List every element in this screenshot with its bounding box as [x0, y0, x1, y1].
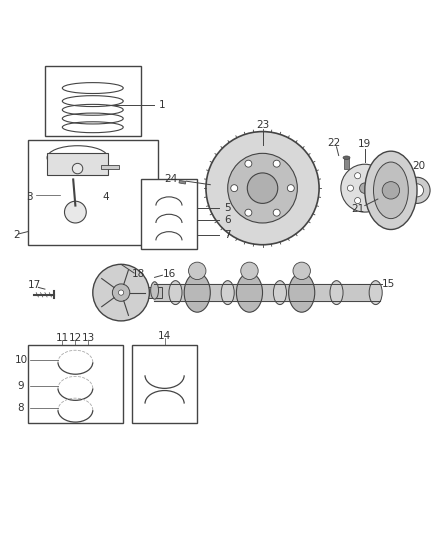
Ellipse shape: [169, 281, 182, 304]
Ellipse shape: [369, 281, 382, 304]
Text: 2: 2: [13, 230, 20, 240]
Text: 11: 11: [56, 333, 69, 343]
Text: 1: 1: [159, 100, 166, 110]
Text: 15: 15: [382, 279, 396, 289]
Ellipse shape: [273, 281, 286, 304]
Text: 14: 14: [158, 331, 171, 341]
Circle shape: [369, 198, 375, 204]
Text: 23: 23: [256, 120, 269, 130]
Text: 9: 9: [18, 381, 24, 391]
Circle shape: [287, 184, 294, 192]
Ellipse shape: [293, 262, 311, 279]
Circle shape: [64, 201, 86, 223]
Circle shape: [369, 173, 375, 179]
Bar: [132, 345, 197, 423]
Circle shape: [245, 160, 252, 167]
Circle shape: [93, 264, 149, 321]
Text: 24: 24: [165, 174, 178, 184]
Text: 4: 4: [102, 192, 109, 202]
Bar: [145, 287, 162, 298]
Ellipse shape: [289, 273, 315, 312]
Bar: [28, 140, 158, 245]
Ellipse shape: [151, 282, 159, 299]
Text: 16: 16: [162, 269, 176, 279]
Text: 22: 22: [328, 139, 341, 148]
Bar: [47, 154, 108, 175]
Ellipse shape: [365, 151, 417, 230]
Bar: [141, 180, 197, 249]
Text: 20: 20: [413, 161, 426, 172]
Ellipse shape: [330, 281, 343, 304]
Circle shape: [347, 185, 353, 191]
Bar: [102, 165, 119, 168]
Text: 13: 13: [82, 333, 95, 343]
Bar: [344, 158, 349, 169]
Circle shape: [273, 209, 280, 216]
Ellipse shape: [374, 162, 408, 219]
Circle shape: [355, 198, 360, 204]
Circle shape: [231, 184, 238, 192]
Ellipse shape: [237, 273, 262, 312]
Ellipse shape: [188, 262, 206, 279]
Circle shape: [113, 284, 130, 301]
Ellipse shape: [221, 281, 234, 304]
Text: 3: 3: [26, 192, 33, 202]
Text: 5: 5: [224, 203, 231, 213]
Circle shape: [245, 209, 252, 216]
Ellipse shape: [241, 262, 258, 279]
Circle shape: [376, 185, 382, 191]
Circle shape: [206, 132, 319, 245]
Ellipse shape: [47, 146, 108, 169]
Text: 19: 19: [358, 139, 371, 149]
Text: 21: 21: [352, 204, 365, 214]
Text: 18: 18: [132, 269, 145, 279]
Circle shape: [118, 290, 124, 295]
Circle shape: [273, 160, 280, 167]
Circle shape: [72, 163, 83, 174]
Circle shape: [360, 183, 370, 193]
Circle shape: [228, 154, 297, 223]
Text: 12: 12: [69, 333, 82, 343]
Circle shape: [341, 164, 389, 212]
Text: 17: 17: [28, 280, 41, 290]
Ellipse shape: [184, 273, 210, 312]
Bar: [179, 180, 186, 184]
Circle shape: [382, 182, 399, 199]
Bar: [45, 66, 141, 136]
Ellipse shape: [343, 156, 350, 159]
Text: 7: 7: [224, 230, 231, 240]
Circle shape: [247, 173, 278, 204]
Circle shape: [410, 184, 424, 197]
Bar: [28, 345, 123, 423]
Text: 10: 10: [14, 355, 28, 365]
Circle shape: [355, 173, 360, 179]
Text: 6: 6: [224, 215, 231, 225]
Text: 8: 8: [18, 403, 24, 413]
Circle shape: [404, 177, 430, 204]
